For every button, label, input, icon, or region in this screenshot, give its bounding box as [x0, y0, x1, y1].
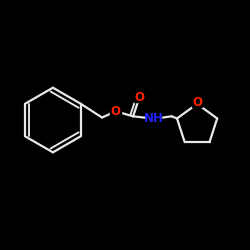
Bar — [110, 106, 121, 116]
Text: O: O — [192, 96, 202, 109]
Bar — [192, 98, 202, 107]
Bar — [134, 93, 144, 102]
Text: O: O — [111, 105, 121, 118]
Text: O: O — [134, 91, 144, 104]
Bar — [148, 114, 161, 124]
Text: NH: NH — [144, 112, 164, 125]
